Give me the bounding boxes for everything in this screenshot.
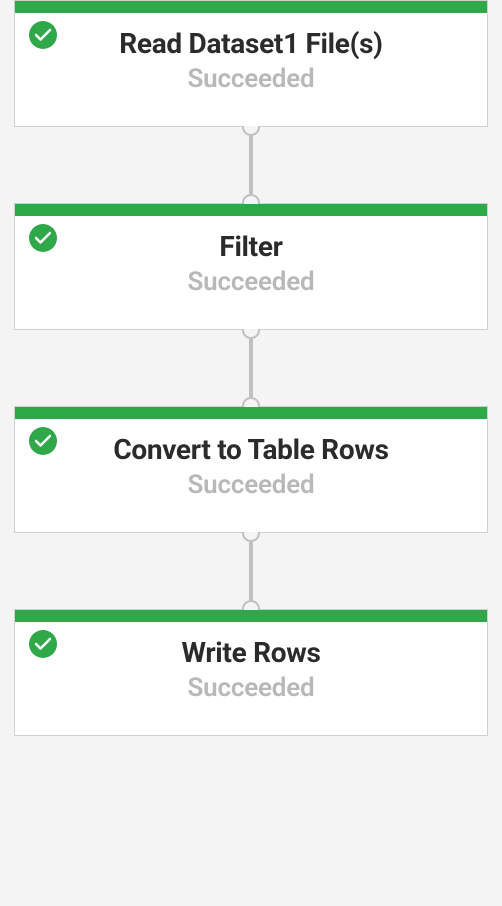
node-header-bar: [15, 1, 487, 13]
connector-port: [242, 532, 260, 542]
workflow-container: Read Dataset1 File(s) Succeeded Filter S…: [0, 0, 502, 736]
node-status: Succeeded: [35, 267, 467, 297]
connector: [242, 127, 260, 203]
connector-port: [242, 126, 260, 136]
connector-port: [242, 397, 260, 407]
node-body: Filter Succeeded: [15, 216, 487, 329]
connector-port: [242, 600, 260, 610]
workflow-node[interactable]: Write Rows Succeeded: [14, 609, 488, 736]
workflow-node[interactable]: Convert to Table Rows Succeeded: [14, 406, 488, 533]
connector: [242, 330, 260, 406]
node-header-bar: [15, 204, 487, 216]
connector-line: [249, 136, 253, 194]
node-title: Convert to Table Rows: [35, 433, 467, 466]
workflow-node[interactable]: Read Dataset1 File(s) Succeeded: [14, 0, 488, 127]
node-title: Write Rows: [35, 636, 467, 669]
node-header-bar: [15, 610, 487, 622]
connector-port: [242, 194, 260, 204]
node-body: Convert to Table Rows Succeeded: [15, 419, 487, 532]
node-status: Succeeded: [35, 673, 467, 703]
node-header-bar: [15, 407, 487, 419]
workflow-node[interactable]: Filter Succeeded: [14, 203, 488, 330]
node-status: Succeeded: [35, 64, 467, 94]
node-title: Filter: [35, 230, 467, 263]
node-status: Succeeded: [35, 470, 467, 500]
node-body: Read Dataset1 File(s) Succeeded: [15, 13, 487, 126]
connector-line: [249, 339, 253, 397]
connector-line: [249, 542, 253, 600]
connector: [242, 533, 260, 609]
node-title: Read Dataset1 File(s): [35, 27, 467, 60]
node-body: Write Rows Succeeded: [15, 622, 487, 735]
connector-port: [242, 329, 260, 339]
